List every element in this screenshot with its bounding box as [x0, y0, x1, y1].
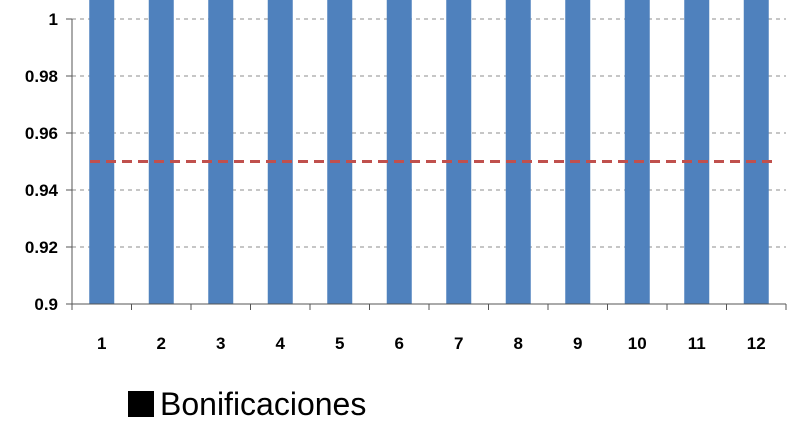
- bar-segment-base-2: [148, 0, 174, 304]
- x-tick-label: 11: [688, 334, 706, 353]
- bar-segment-base-10: [624, 0, 650, 304]
- bar-segment-base-9: [565, 0, 591, 304]
- bar-segment-base-12: [743, 0, 769, 304]
- x-tick-label: 2: [157, 334, 166, 353]
- bar-segment-base-5: [327, 0, 353, 304]
- bar-segment-base-8: [505, 0, 531, 304]
- y-tick-label: 0.96: [25, 124, 58, 143]
- legend-label-bonificaciones: Bonificaciones: [160, 386, 367, 422]
- x-tick-label: 10: [628, 334, 647, 353]
- legend: Bonificaciones: [128, 388, 366, 420]
- x-tick-label: 6: [395, 334, 404, 353]
- x-tick-label: 1: [97, 334, 106, 353]
- gridlines: [72, 18, 786, 248]
- y-tick-label: 0.98: [25, 67, 58, 86]
- legend-swatch-bonificaciones: [128, 391, 154, 417]
- x-tick-label: 3: [216, 334, 225, 353]
- x-tick-label: 4: [276, 334, 286, 353]
- x-tick-label: 9: [573, 334, 582, 353]
- x-tick-label: 5: [335, 334, 344, 353]
- x-tick-label: 12: [747, 334, 766, 353]
- bar-segment-base-4: [267, 0, 293, 304]
- bar-segment-base-11: [684, 0, 710, 304]
- y-axis-ticks: 0.9 0.92 0.94 0.96 0.98 1: [25, 10, 72, 314]
- bar-segment-base-1: [89, 0, 115, 304]
- x-tick-label: 8: [514, 334, 523, 353]
- y-tick-label: 0.92: [25, 238, 58, 257]
- bar-segment-base-6: [386, 0, 412, 304]
- y-tick-label: 0.94: [25, 181, 59, 200]
- x-axis-ticks: 1 2 3 4 5 6 7 8 9 10 11 12: [71, 304, 787, 353]
- bar-segment-base-7: [446, 0, 472, 304]
- y-tick-label: 0.9: [34, 295, 58, 314]
- bars: [89, 0, 769, 304]
- bar-segment-base-3: [208, 0, 234, 304]
- x-tick-label: 7: [454, 334, 463, 353]
- y-tick-label: 1: [49, 10, 58, 29]
